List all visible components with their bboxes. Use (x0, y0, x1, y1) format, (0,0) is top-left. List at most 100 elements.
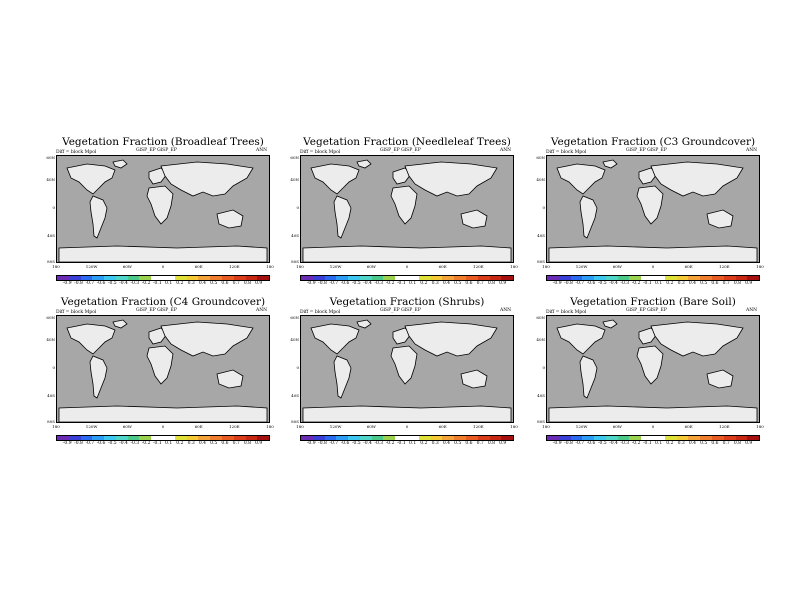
colorbar-swatch (127, 276, 140, 280)
colorbar-swatch (312, 276, 325, 280)
lon-tick-label: 120W (329, 264, 342, 269)
continent-shape (706, 209, 734, 229)
colorbar-swatch (115, 276, 128, 280)
colorbar-swatch (221, 436, 234, 440)
lat-tick-label: 40S (537, 233, 545, 238)
colorbar-swatch (359, 436, 372, 440)
colorbar-tick-label: -0.8 (318, 281, 327, 286)
colorbar-tick-label: -0.9 (306, 281, 316, 286)
lat-tick-label: 0 (296, 205, 299, 210)
colorbar-tick-label: -0.9 (62, 281, 72, 286)
colorbar-swatch (324, 276, 337, 280)
colorbar-swatch (336, 436, 349, 440)
colorbar-tick-label: 0.2 (420, 281, 428, 286)
colorbar-tick-label: -0.7 (85, 281, 95, 286)
continent-shape (392, 327, 412, 345)
lon-tick-label: 120E (719, 264, 730, 269)
panel-title: Vegetation Fraction (C4 Groundcover) (60, 296, 266, 308)
lon-tick-label: 180 (266, 264, 274, 269)
panel-meta-mid: GlSP_EP GlSP_EP (380, 148, 421, 153)
lat-tick-label: 40N (290, 337, 299, 342)
continent-shape (333, 355, 352, 399)
lon-tick-label: 60W (122, 264, 132, 269)
continent-shape (638, 167, 658, 185)
lon-tick-label: 0 (651, 264, 655, 269)
colorbar-swatch (324, 436, 337, 440)
colorbar-tick-label: 0.4 (688, 281, 696, 286)
colorbar-labels: -0.9 -0.8 -0.7 -0.6 -0.5 -0.4 -0.3 -0.2 -0.1 0.1 0… (56, 281, 270, 287)
colorbar-swatch (582, 436, 595, 440)
colorbar-swatch (371, 276, 384, 280)
lat-tick-label: 40S (47, 393, 55, 398)
colorbar-tick-label: 0.5 (454, 441, 462, 446)
colorbar-swatch (558, 276, 571, 280)
colorbar-labels: -0.9 -0.8 -0.7 -0.6 -0.5 -0.4 -0.3 -0.2 -0.1 0.1 0… (56, 441, 270, 447)
colorbar-tick-label: -0.9 (552, 441, 562, 446)
continent-shape (650, 161, 744, 197)
colorbar-tick-label: -0.6 (586, 281, 596, 286)
continent-shape (390, 345, 418, 385)
panel-meta-right: ANN (256, 308, 268, 313)
colorbar-tick-label: -0.9 (552, 281, 562, 286)
colorbar-tick-label: 0.9 (255, 281, 263, 286)
colorbar-swatch (430, 276, 443, 280)
colorbar-swatch (501, 276, 514, 280)
colorbar (56, 275, 270, 281)
continent-shape (112, 159, 128, 169)
panel-meta-left: Diff = block Mpol (56, 310, 97, 315)
colorbar-swatch (186, 276, 199, 280)
colorbar-tick-label: -0.7 (575, 281, 585, 286)
panel-meta-left: Diff = block Mpol (546, 310, 587, 315)
panel-title: Vegetation Fraction (Broadleaf Trees) (62, 136, 264, 148)
continent-shape (548, 405, 758, 422)
colorbar-swatch (454, 436, 466, 440)
continent-shape (58, 245, 268, 262)
colorbar-tick-label: 0.1 (655, 281, 663, 286)
panel-title: Vegetation Fraction (Bare Soil) (570, 296, 736, 308)
lat-tick-label: 40N (536, 177, 545, 182)
colorbar-swatch (186, 436, 199, 440)
lon-tick-label: 180 (756, 264, 764, 269)
colorbar-tick-label: -0.5 (107, 281, 117, 286)
map-panel: Vegetation Fraction (Needleleaf Trees) Di… (290, 136, 526, 296)
colorbar-tick-label: 0.4 (688, 441, 696, 446)
lat-tick-label: 40N (46, 337, 55, 342)
colorbar-swatch (221, 276, 234, 280)
lat-tick-label: 80S (537, 419, 545, 424)
colorbar-swatch (233, 276, 246, 280)
colorbar-tick-label: -0.9 (306, 441, 316, 446)
lon-tick-label: 180 (52, 264, 60, 269)
lon-tick-label: 120W (85, 424, 98, 429)
colorbar-swatch (570, 436, 583, 440)
panel-title: Vegetation Fraction (Shrubs) (329, 296, 485, 308)
lon-tick-label: 180 (756, 424, 764, 429)
colorbar-swatch (547, 276, 559, 280)
colorbar-tick-label: -0.2 (631, 441, 641, 446)
colorbar-tick-label: 0.8 (487, 441, 496, 446)
colorbar-tick-label: -0.4 (363, 441, 372, 446)
colorbar-swatch (501, 436, 514, 440)
continent-shape (302, 405, 512, 422)
colorbar-tick-label: 0.4 (442, 281, 450, 286)
colorbar-swatch (735, 276, 748, 280)
colorbar-tick-label: -0.6 (340, 441, 350, 446)
colorbar-tick-label: -0.1 (397, 281, 406, 286)
lat-tick-label: 80S (47, 259, 55, 264)
lat-tick-label: 60N (46, 315, 55, 320)
lat-tick-label: 60N (46, 155, 55, 160)
colorbar-swatch (723, 436, 736, 440)
continent-shape (556, 163, 606, 195)
continent-shape (310, 323, 360, 355)
colorbar-tick-label: -0.4 (119, 441, 128, 446)
colorbar-tick-label: -0.8 (74, 441, 83, 446)
continent-shape (89, 195, 108, 239)
colorbar-swatch (174, 436, 187, 440)
world-map (546, 315, 760, 423)
map-panel: Vegetation Fraction (Shrubs) Diff = block… (290, 296, 526, 456)
colorbar-tick-label: 0.6 (221, 281, 229, 286)
colorbar-swatch (582, 276, 595, 280)
lat-tick-label: 80S (291, 419, 299, 424)
colorbar (300, 275, 514, 281)
lat-tick-label: 80S (47, 419, 55, 424)
colorbar-swatch (92, 276, 105, 280)
